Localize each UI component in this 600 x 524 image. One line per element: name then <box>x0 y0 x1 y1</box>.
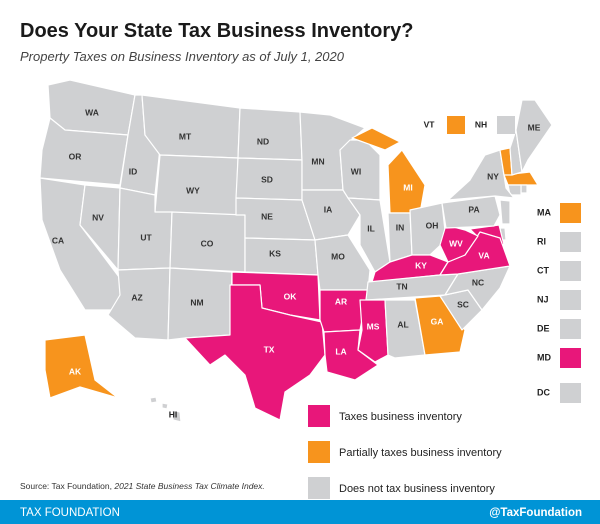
legend: Taxes business inventory Partially taxes … <box>308 405 502 499</box>
state-label: SC <box>457 299 469 309</box>
state-label: GA <box>431 316 444 326</box>
state-label: IL <box>367 223 375 233</box>
state-shape <box>141 94 241 159</box>
state-box <box>560 319 581 339</box>
state-label: OK <box>284 291 298 301</box>
state-label: SD <box>261 174 273 184</box>
state-shape <box>149 396 158 404</box>
state-box <box>560 261 581 281</box>
legend-label: Partially taxes business inventory <box>339 447 502 459</box>
source-citation: 2021 State Business Tax Climate Index. <box>113 481 264 491</box>
state-label: IN <box>396 222 405 232</box>
state-label: NY <box>487 171 499 181</box>
state-label: HI <box>169 409 178 419</box>
source-prefix: Source: Tax Foundation, <box>20 481 114 491</box>
state-shape <box>499 199 511 225</box>
state-label: CO <box>201 238 214 248</box>
state-label: KS <box>269 248 281 258</box>
state-label: WV <box>449 238 463 248</box>
state-label: MI <box>403 182 412 192</box>
state-label: CA <box>52 235 64 245</box>
footer-bar <box>0 500 600 524</box>
state-label: WA <box>85 107 99 117</box>
state-label: RI <box>537 236 546 246</box>
state-label: ND <box>257 136 269 146</box>
state-label: AK <box>69 366 82 376</box>
state-shape <box>520 184 528 194</box>
state-shape <box>339 139 381 201</box>
footer-right: @TaxFoundation <box>489 507 582 519</box>
state-label: DE <box>537 323 550 333</box>
state-label: MD <box>537 352 551 362</box>
state-label: NJ <box>537 294 549 304</box>
state-label: NM <box>190 297 203 307</box>
state-shape <box>44 334 119 399</box>
state-label: TN <box>396 281 407 291</box>
state-label: OR <box>69 151 82 161</box>
state-box <box>560 203 581 223</box>
legend-swatch <box>308 477 330 499</box>
state-label: NE <box>261 211 273 221</box>
state-label: ME <box>528 122 541 132</box>
state-shape <box>387 212 413 263</box>
state-shape <box>387 149 426 214</box>
state-label: MO <box>331 251 345 261</box>
state-shape <box>409 202 447 256</box>
state-label: DC <box>537 387 550 397</box>
state-label: MN <box>311 156 324 166</box>
small-states: MA RI CT NJ DE MD DC <box>537 203 581 403</box>
legend-label: Does not tax business inventory <box>339 483 495 495</box>
state-label: CT <box>537 265 549 275</box>
state-shape <box>171 409 182 423</box>
legend-label: Taxes business inventory <box>339 411 462 423</box>
state-label: AR <box>335 296 347 306</box>
state-label: NV <box>92 212 104 222</box>
state-shape <box>515 99 553 173</box>
state-label: AZ <box>131 292 142 302</box>
state-label: MS <box>367 321 380 331</box>
state-shape <box>351 127 401 151</box>
state-label: NC <box>472 277 484 287</box>
source: Source: Tax Foundation, 2021 State Busin… <box>20 481 265 491</box>
state-label: VT <box>424 119 436 129</box>
state-shape <box>414 295 466 356</box>
state-label: OH <box>426 220 439 230</box>
us-map: WA OR CA NV ID MT WY UT CO AZ NM ND SD NE KS OK TX MN IA MO… <box>39 79 553 423</box>
footer-left: TAX FOUNDATION <box>20 507 120 519</box>
legend-swatch <box>308 441 330 463</box>
state-label: AL <box>397 319 408 329</box>
state-label: WI <box>351 166 361 176</box>
state-label: WY <box>186 185 200 195</box>
state-shape <box>244 237 319 276</box>
state-shape <box>161 402 169 410</box>
subtitle: Property Taxes on Business Inventory as … <box>20 49 345 64</box>
state-label: LA <box>335 346 346 356</box>
state-label: ID <box>129 166 138 176</box>
state-label: PA <box>468 204 479 214</box>
state-label: UT <box>140 232 152 242</box>
state-shape <box>384 299 426 359</box>
state-box <box>560 348 581 368</box>
state-box <box>560 383 581 403</box>
state-box <box>447 116 465 134</box>
state-shape <box>184 284 326 421</box>
legend-swatch <box>308 405 330 427</box>
state-label: NH <box>475 119 487 129</box>
state-label: KY <box>415 260 427 270</box>
state-box <box>560 290 581 310</box>
state-label: VA <box>478 250 489 260</box>
state-box <box>497 116 515 134</box>
state-box <box>560 232 581 252</box>
state-label: IA <box>324 204 333 214</box>
state-label: MA <box>537 207 551 217</box>
state-label: TX <box>264 344 275 354</box>
state-shape <box>237 107 303 161</box>
state-label: MT <box>179 131 192 141</box>
state-shape <box>323 329 379 381</box>
title: Does Your State Tax Business Inventory? <box>20 20 413 42</box>
